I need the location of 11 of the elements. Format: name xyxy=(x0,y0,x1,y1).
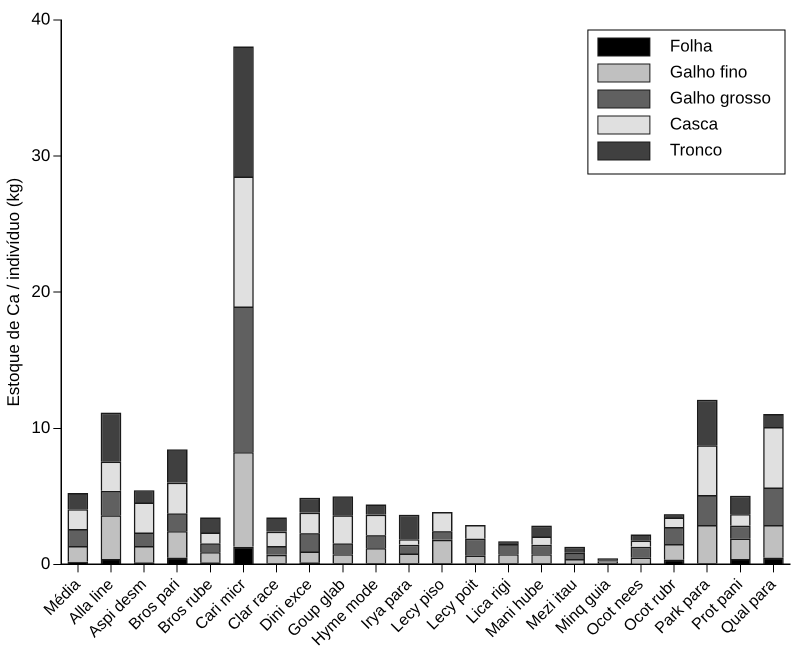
y-axis-title: Estoque de Ca / indivíduo (kg) xyxy=(4,178,23,407)
y-tick-label: 10 xyxy=(31,418,50,438)
legend-label: Casca xyxy=(670,114,719,134)
legend-label: Tronco xyxy=(670,140,722,160)
y-tick-label: 0 xyxy=(40,554,50,574)
legend-label: Galho grosso xyxy=(670,88,772,108)
y-tick-label: 40 xyxy=(31,10,50,29)
y-tick-label: 20 xyxy=(31,282,50,301)
y-tick-label: 30 xyxy=(31,146,50,165)
legend-label: Folha xyxy=(670,36,713,56)
legend-label: Galho fino xyxy=(670,62,748,82)
